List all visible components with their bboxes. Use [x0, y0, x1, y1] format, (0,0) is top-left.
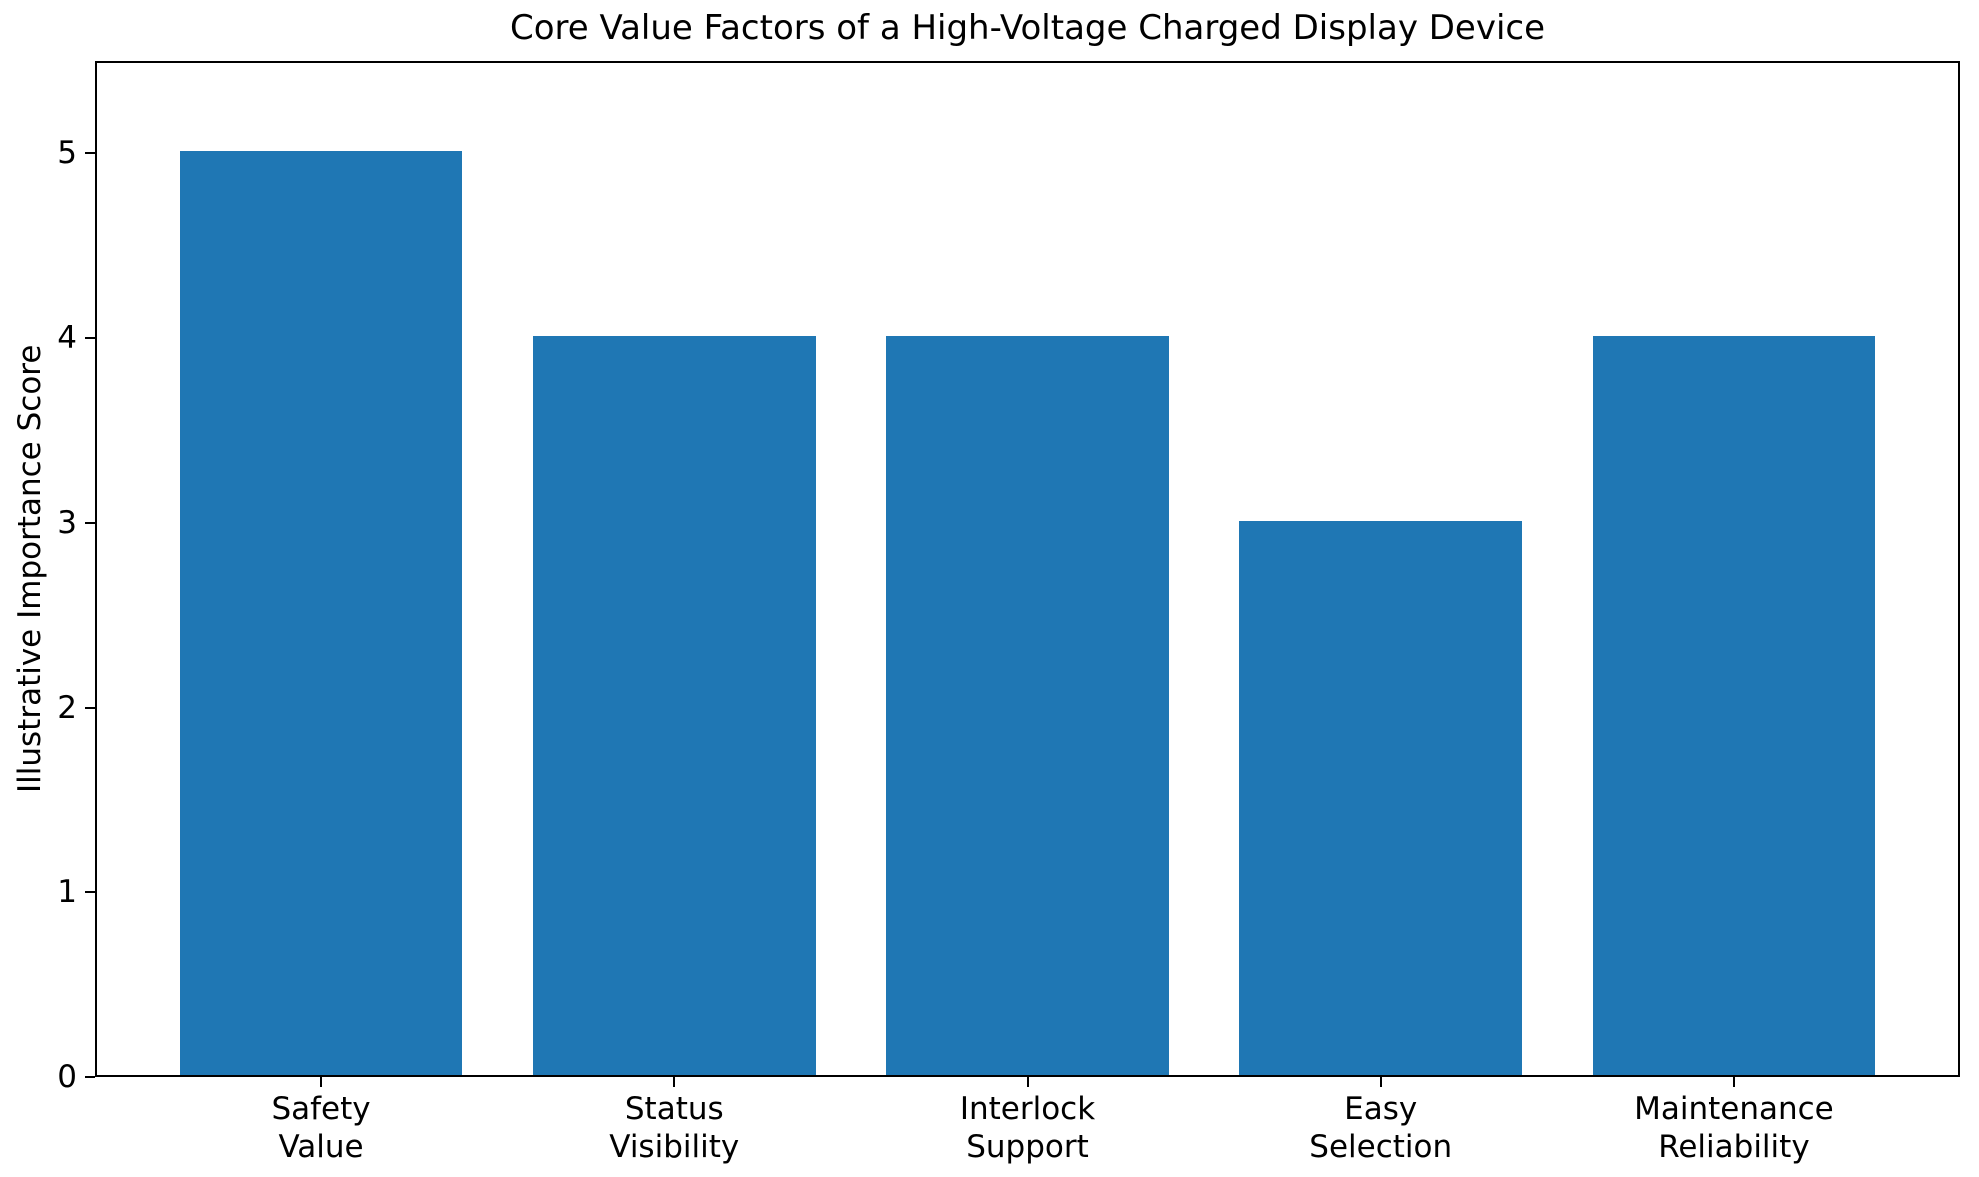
y-tick-label: 2 — [57, 689, 77, 726]
x-tick-mark — [1379, 1077, 1382, 1087]
y-tick-mark — [85, 152, 95, 155]
x-tick-label-line: Easy — [1344, 1091, 1418, 1127]
y-tick-mark — [85, 891, 95, 894]
x-tick-label-line: Reliability — [1658, 1129, 1810, 1165]
x-tick-label-line: Support — [966, 1129, 1089, 1165]
x-tick-label-line: Safety — [271, 1091, 371, 1127]
plot-area — [95, 61, 1960, 1077]
x-tick-label: Maintenance Reliability — [1557, 1090, 1910, 1166]
chart-title: Core Value Factors of a High-Voltage Cha… — [509, 8, 1546, 48]
x-tick-label: Interlock Support — [851, 1090, 1204, 1166]
x-tick-mark — [673, 1077, 676, 1087]
x-tick-label-line: Visibility — [609, 1129, 740, 1165]
y-tick-mark — [85, 521, 95, 524]
bar-interlock-support — [886, 336, 1169, 1075]
bar-easy-selection — [1239, 520, 1522, 1075]
bar-safety-value — [179, 151, 463, 1075]
y-tick-label: 1 — [57, 874, 77, 911]
y-tick-mark — [85, 1076, 95, 1078]
y-tick-mark — [85, 337, 95, 340]
x-tick-label-line: Maintenance — [1634, 1091, 1834, 1127]
x-tick-label-line: Selection — [1309, 1129, 1453, 1165]
bar-status-visibility — [532, 336, 816, 1075]
x-tick-label: Safety Value — [144, 1090, 497, 1166]
x-tick-mark — [1732, 1077, 1735, 1087]
y-tick-label: 3 — [57, 504, 77, 541]
x-tick-mark — [320, 1077, 323, 1087]
x-tick-label: Status Visibility — [498, 1090, 851, 1166]
x-tick-label: Easy Selection — [1204, 1090, 1557, 1166]
y-axis-label: Illustrative Importance Score — [12, 344, 48, 794]
bar-maintenance-reliability — [1592, 336, 1876, 1075]
x-tick-mark — [1026, 1077, 1029, 1087]
y-tick-label: 4 — [57, 320, 77, 357]
x-tick-label-line: Interlock — [959, 1091, 1096, 1127]
y-tick-mark — [85, 706, 95, 709]
y-tick-label: 5 — [57, 135, 77, 172]
y-tick-label: 0 — [57, 1059, 77, 1095]
x-tick-label-line: Value — [278, 1129, 364, 1165]
x-tick-label-line: Status — [624, 1091, 724, 1127]
